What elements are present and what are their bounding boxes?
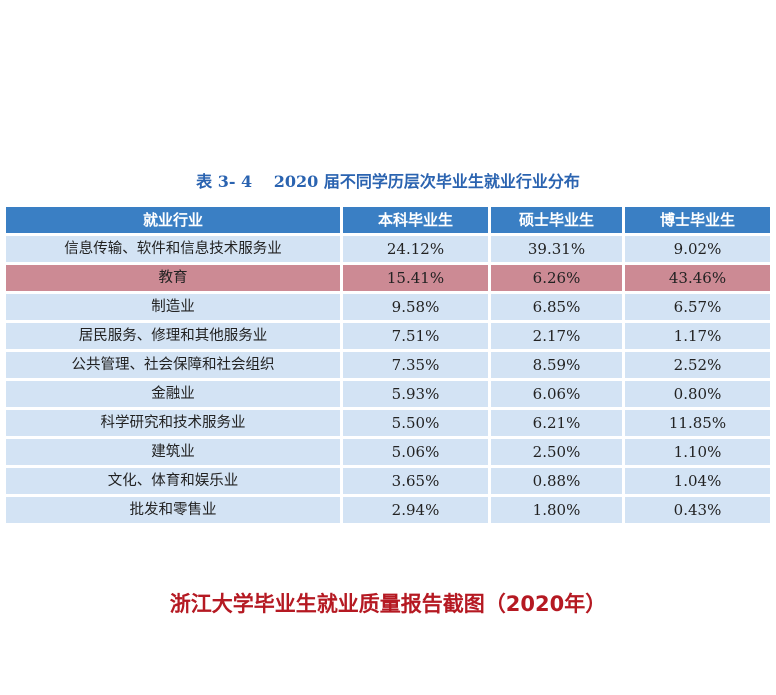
table-title: 表 3- 4 2020 届不同学历层次毕业生就业行业分布	[196, 172, 580, 191]
employment-industry-table: 就业行业 本科毕业生 硕士毕业生 博士毕业生 信息传输、软件和信息技术服务业 2…	[3, 204, 773, 526]
cell-industry: 教育	[6, 265, 340, 291]
cell-industry: 公共管理、社会保障和社会组织	[6, 352, 340, 378]
table-row-highlighted: 教育 15.41% 6.26% 43.46%	[6, 265, 770, 291]
cell-doctor: 1.17%	[625, 323, 770, 349]
cell-industry: 居民服务、修理和其他服务业	[6, 323, 340, 349]
cell-master: 0.88%	[491, 468, 622, 494]
cell-doctor: 0.43%	[625, 497, 770, 523]
cell-bachelor: 9.58%	[343, 294, 488, 320]
cell-master: 6.85%	[491, 294, 622, 320]
cell-bachelor: 5.50%	[343, 410, 488, 436]
screenshot-caption: 浙江大学毕业生就业质量报告截图（2020年）	[169, 592, 607, 616]
cell-industry: 科学研究和技术服务业	[6, 410, 340, 436]
header-industry: 就业行业	[6, 207, 340, 233]
cell-master: 8.59%	[491, 352, 622, 378]
cell-industry: 制造业	[6, 294, 340, 320]
cell-bachelor: 7.51%	[343, 323, 488, 349]
employment-table-container: 就业行业 本科毕业生 硕士毕业生 博士毕业生 信息传输、软件和信息技术服务业 2…	[6, 204, 770, 526]
cell-bachelor: 15.41%	[343, 265, 488, 291]
table-header-row: 就业行业 本科毕业生 硕士毕业生 博士毕业生	[6, 207, 770, 233]
cell-bachelor: 7.35%	[343, 352, 488, 378]
table-row: 制造业 9.58% 6.85% 6.57%	[6, 294, 770, 320]
cell-doctor: 2.52%	[625, 352, 770, 378]
cell-master: 6.06%	[491, 381, 622, 407]
table-row: 文化、体育和娱乐业 3.65% 0.88% 1.04%	[6, 468, 770, 494]
table-row: 居民服务、修理和其他服务业 7.51% 2.17% 1.17%	[6, 323, 770, 349]
cell-master: 1.80%	[491, 497, 622, 523]
cell-doctor: 9.02%	[625, 236, 770, 262]
cell-bachelor: 24.12%	[343, 236, 488, 262]
cell-master: 6.26%	[491, 265, 622, 291]
cell-master: 6.21%	[491, 410, 622, 436]
cell-bachelor: 3.65%	[343, 468, 488, 494]
cell-industry: 批发和零售业	[6, 497, 340, 523]
header-bachelor: 本科毕业生	[343, 207, 488, 233]
table-row: 建筑业 5.06% 2.50% 1.10%	[6, 439, 770, 465]
table-row: 科学研究和技术服务业 5.50% 6.21% 11.85%	[6, 410, 770, 436]
cell-master: 2.50%	[491, 439, 622, 465]
cell-doctor: 43.46%	[625, 265, 770, 291]
cell-industry: 文化、体育和娱乐业	[6, 468, 340, 494]
cell-doctor: 6.57%	[625, 294, 770, 320]
header-doctor: 博士毕业生	[625, 207, 770, 233]
header-master: 硕士毕业生	[491, 207, 622, 233]
table-row: 公共管理、社会保障和社会组织 7.35% 8.59% 2.52%	[6, 352, 770, 378]
cell-master: 2.17%	[491, 323, 622, 349]
cell-master: 39.31%	[491, 236, 622, 262]
cell-industry: 建筑业	[6, 439, 340, 465]
cell-doctor: 0.80%	[625, 381, 770, 407]
cell-doctor: 11.85%	[625, 410, 770, 436]
cell-bachelor: 2.94%	[343, 497, 488, 523]
cell-doctor: 1.10%	[625, 439, 770, 465]
table-row: 批发和零售业 2.94% 1.80% 0.43%	[6, 497, 770, 523]
cell-industry: 金融业	[6, 381, 340, 407]
table-row: 金融业 5.93% 6.06% 0.80%	[6, 381, 770, 407]
cell-doctor: 1.04%	[625, 468, 770, 494]
table-row: 信息传输、软件和信息技术服务业 24.12% 39.31% 9.02%	[6, 236, 770, 262]
cell-bachelor: 5.06%	[343, 439, 488, 465]
table-body: 信息传输、软件和信息技术服务业 24.12% 39.31% 9.02% 教育 1…	[6, 236, 770, 523]
cell-industry: 信息传输、软件和信息技术服务业	[6, 236, 340, 262]
cell-bachelor: 5.93%	[343, 381, 488, 407]
